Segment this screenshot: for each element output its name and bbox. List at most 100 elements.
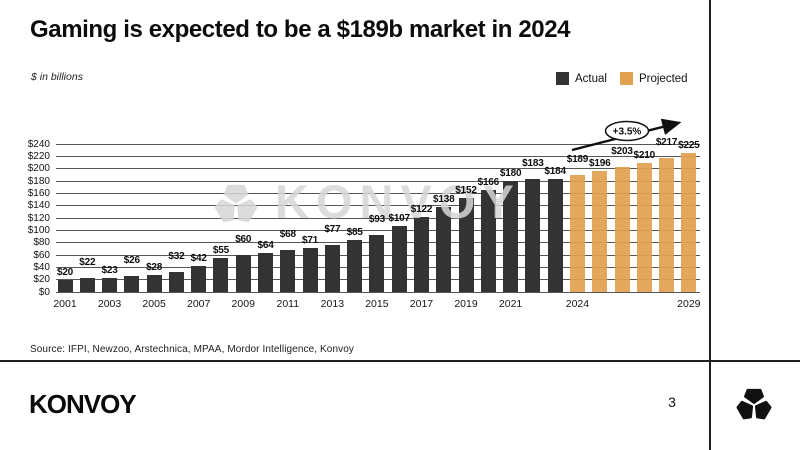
x-axis-label-2015: 2015 (365, 298, 389, 310)
gridline-200 (56, 168, 700, 170)
bar-2006 (168, 272, 184, 292)
bar-value-label-2023: $184 (544, 165, 566, 177)
bar-2005 (146, 274, 162, 292)
x-axis-label-2001: 2001 (53, 298, 77, 310)
bar-value-label-2021: $180 (499, 168, 522, 180)
gridline-140 (56, 205, 700, 207)
bar-value-label-2024: $189 (566, 154, 589, 166)
y-axis-label-220: $220 (27, 150, 50, 162)
bar-2020 (480, 189, 496, 292)
bar-value-label-2015: $93 (368, 213, 385, 225)
konvoy-wordmark: KONVOY (29, 389, 137, 419)
bar-value-label-2011: $68 (279, 229, 296, 241)
bar-2008 (213, 258, 229, 292)
y-axis-label-100: $100 (27, 224, 50, 236)
bar-value-label-2004: $26 (123, 254, 140, 266)
bar-2026 (614, 166, 630, 292)
bar-2029 (681, 153, 697, 292)
bar-value-label-2002: $22 (79, 257, 96, 269)
bar-2025 (592, 171, 608, 292)
bar-value-label-2018: $138 (433, 193, 455, 205)
bar-value-label-2001: $20 (56, 266, 74, 278)
bar-value-label-2027: $210 (633, 149, 656, 161)
bar-2011 (280, 250, 296, 292)
y-axis-label-180: $180 (27, 175, 50, 187)
bar-value-label-2008: $55 (212, 245, 229, 257)
bar-value-label-2026: $203 (611, 145, 633, 157)
y-axis-label-80: $80 (33, 237, 50, 249)
source-note: Source: IFPI, Newzoo, Arstechnica, MPAA,… (30, 344, 354, 355)
gridline-180 (56, 180, 700, 182)
bar-value-label-2009: $60 (235, 234, 252, 245)
bar-2022 (525, 179, 541, 292)
y-axis-label-200: $200 (27, 163, 50, 175)
projected-swatch-icon (619, 72, 633, 85)
y-axis-label-0: $0 (38, 286, 50, 298)
bar-2021 (503, 181, 519, 292)
bar-2001 (57, 279, 73, 292)
bar-value-label-2005: $28 (146, 261, 163, 273)
bar-2010 (258, 252, 274, 292)
bar-2023 (547, 178, 563, 292)
x-axis-label-2005: 2005 (142, 298, 166, 310)
x-axis-label-2017: 2017 (409, 298, 434, 310)
right-divider-line (709, 0, 711, 450)
bar-2003 (102, 277, 118, 292)
legend-item-actual: Actual (556, 72, 607, 85)
bar-value-label-2019: $152 (455, 185, 477, 197)
bar-2007 (191, 266, 207, 292)
bar-2002 (79, 278, 95, 292)
y-axis-label-160: $160 (27, 187, 50, 199)
x-axis-label-2007: 2007 (186, 298, 211, 310)
x-axis-label-2024: 2024 (565, 298, 590, 310)
gridline-220 (56, 155, 700, 157)
gridline-100 (56, 229, 700, 231)
axis-unit-note: $ in billions (31, 71, 83, 83)
bar-2012 (302, 248, 318, 292)
gridline-240 (56, 143, 700, 145)
x-axis-label-2003: 2003 (97, 298, 122, 310)
x-axis-label-2029: 2029 (677, 298, 701, 310)
gridline-120 (56, 217, 700, 219)
gridline-0 (56, 291, 700, 293)
legend-label-actual: Actual (575, 72, 607, 85)
legend-item-projected: Projected (619, 72, 688, 85)
bar-value-label-2013: $77 (324, 223, 341, 235)
bar-value-label-2007: $42 (190, 253, 207, 265)
bar-value-label-2022: $183 (522, 158, 544, 170)
x-axis-label-2013: 2013 (320, 298, 345, 310)
bar-2004 (124, 275, 140, 292)
y-axis-label-140: $140 (27, 200, 50, 212)
page-number: 3 (668, 394, 676, 410)
y-axis-label-20: $20 (33, 274, 50, 286)
bar-2013 (324, 244, 340, 292)
y-axis-label-60: $60 (33, 249, 50, 261)
bar-2019 (458, 198, 474, 292)
bar-value-label-2006: $32 (168, 251, 185, 263)
bar-2018 (436, 206, 452, 292)
bar-2015 (369, 234, 385, 292)
bar-value-label-2017: $122 (410, 203, 433, 215)
footer-divider-line (0, 360, 800, 362)
bar-2028 (659, 158, 675, 292)
x-axis-label-2019: 2019 (454, 298, 478, 310)
bar-value-label-2029: $225 (678, 140, 700, 152)
bar-value-label-2012: $71 (302, 235, 319, 247)
konvoy-logo-icon (736, 388, 772, 420)
x-axis-label-2011: 2011 (276, 298, 300, 310)
y-axis-label-120: $120 (27, 212, 50, 224)
bar-value-label-2014: $85 (346, 226, 363, 238)
gridline-160 (56, 192, 700, 194)
bar-2014 (347, 239, 363, 292)
bar-2017 (413, 216, 429, 292)
x-axis-label-2009: 2009 (231, 298, 255, 310)
actual-swatch-icon (556, 72, 569, 85)
bar-2024 (569, 175, 585, 292)
bar-value-label-2010: $64 (257, 239, 274, 251)
bar-2009 (235, 255, 251, 292)
chart-legend: Actual Projected (556, 72, 688, 85)
bar-2016 (391, 226, 407, 292)
bar-value-label-2003: $23 (101, 264, 118, 276)
